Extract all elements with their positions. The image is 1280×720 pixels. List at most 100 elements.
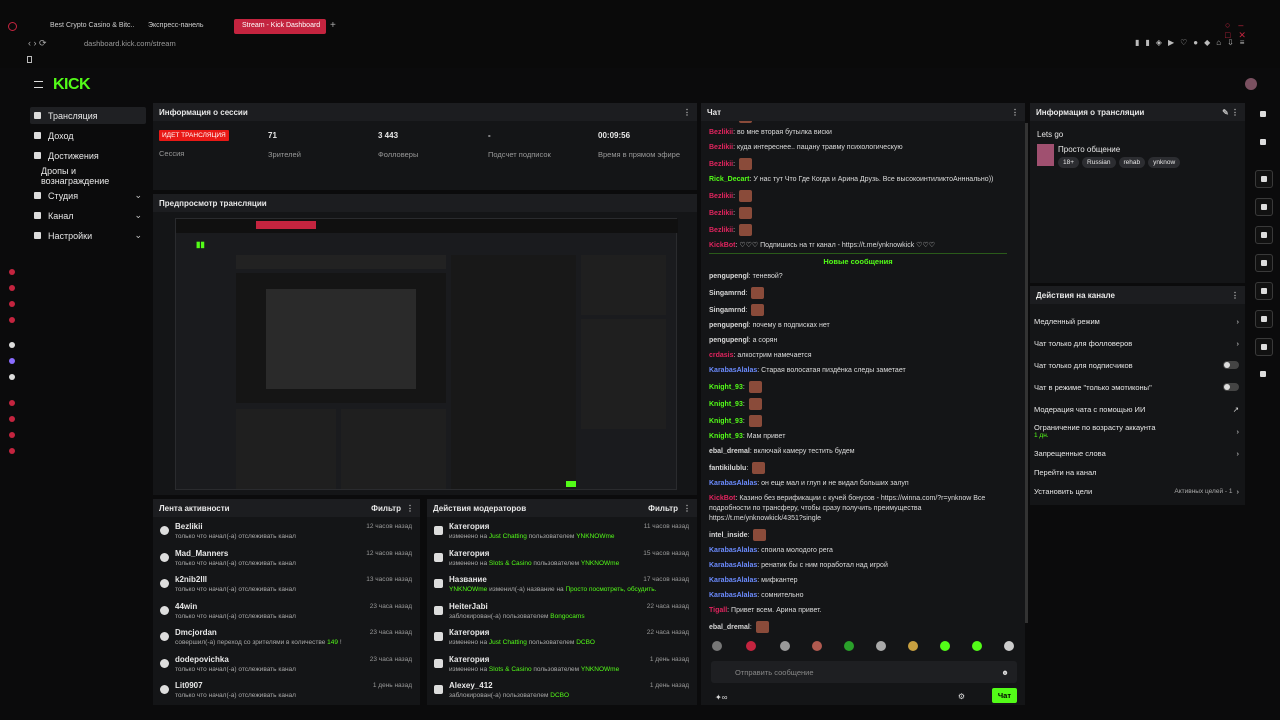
channel-action[interactable]: Медленный режим › — [1034, 311, 1239, 331]
channel-action[interactable]: Запрещенные слова › — [1034, 443, 1239, 463]
window-controls[interactable]: ○–□✕ — [1225, 20, 1254, 40]
chat-user[interactable]: pengupengl — [709, 272, 749, 280]
chat-user[interactable]: KarabasAlalas — [709, 561, 758, 569]
chat-user[interactable]: Bezlikii — [709, 128, 734, 136]
chat-tools[interactable]: ✦∞ — [715, 693, 728, 702]
chat-user[interactable]: KarabasAlalas — [709, 366, 758, 374]
channel-action[interactable]: Перейти на канал — [1034, 462, 1239, 482]
rail-button[interactable] — [1255, 226, 1273, 244]
chat-user[interactable]: Knight_93 — [709, 432, 743, 440]
chat-user[interactable]: KickBot — [709, 241, 736, 249]
chevron[interactable]: › — [1236, 316, 1240, 326]
avatar[interactable] — [1245, 78, 1257, 90]
chat-user[interactable]: Knight_93 — [709, 417, 743, 425]
chat-user[interactable]: KarabasAlalas — [709, 546, 758, 554]
highlight: YNKNOWme — [580, 559, 620, 567]
channel-action[interactable]: Установить цели Активных целей - 1 › — [1034, 481, 1239, 501]
chat-user[interactable]: ebal_dremal — [709, 447, 750, 455]
toggle[interactable] — [1223, 361, 1239, 369]
emoji-button[interactable]: ☻ — [1001, 667, 1009, 677]
chat-user[interactable]: Bezlikii — [709, 226, 734, 234]
browser-tab[interactable]: Stream - Kick Dashboard — [234, 19, 326, 34]
activity-user[interactable]: Lit0907 — [175, 681, 203, 690]
activity-user[interactable]: Dmcjordan — [175, 628, 217, 637]
kick-logo[interactable]: KICK — [53, 76, 91, 93]
menu-dots[interactable]: ⋮ — [683, 503, 691, 513]
nav-item[interactable]: Студия ⌄ — [30, 187, 146, 204]
channel-action[interactable]: Чат только для подписчиков — [1034, 355, 1239, 375]
chat-user[interactable]: Singamrnd — [709, 289, 746, 297]
chat-settings[interactable]: ⚙ — [957, 692, 965, 701]
channel-action[interactable]: Чат только для фолловеров › — [1034, 333, 1239, 353]
activity-user[interactable]: Bezlikii — [175, 522, 203, 531]
filter-button[interactable]: Фильтр — [371, 503, 401, 513]
chevron[interactable]: › — [1236, 426, 1240, 436]
menu-dots[interactable]: ⋮ — [683, 107, 691, 117]
rail-button[interactable] — [1255, 310, 1273, 328]
chat-user[interactable]: Bezlikii — [709, 192, 734, 200]
chat-user[interactable]: ebal_dremal — [709, 623, 750, 631]
activity-user[interactable]: dodepovichka — [175, 654, 229, 664]
rail-button[interactable] — [1255, 134, 1273, 152]
chevron[interactable]: › — [1236, 338, 1240, 348]
chat-user[interactable]: Bezlikii — [709, 143, 734, 151]
address-bar[interactable]: dashboard.kick.com/stream — [84, 39, 176, 48]
chat-message: KickBot: Казино без верификации с кучей … — [709, 491, 1007, 526]
channel-action[interactable]: Модерация чата с помощью ИИ ↗ — [1034, 399, 1239, 419]
menu-button[interactable] — [34, 81, 43, 88]
toggle[interactable] — [1223, 383, 1239, 391]
chevron[interactable]: › — [1236, 448, 1240, 458]
new-tab[interactable]: + — [330, 20, 336, 31]
menu-dots[interactable]: ⋮ — [1011, 107, 1019, 117]
menu-dots[interactable]: ⋮ — [1231, 290, 1239, 300]
browser-tab[interactable]: Best Crypto Casino & Bitc... — [50, 22, 134, 29]
nav-item[interactable]: Настройки ⌄ — [30, 227, 146, 244]
browser-tab[interactable]: Экспресс-панель — [148, 22, 204, 29]
activity-user[interactable]: k2nib2lll — [175, 575, 208, 584]
activity-item: 44win только что начал(-а) отслеживать ка… — [153, 599, 420, 626]
nav-label: Студия — [48, 190, 79, 201]
chat-user[interactable]: KarabasAlalas — [709, 576, 758, 584]
colon: : — [757, 366, 762, 374]
chat-user[interactable]: intel_inside — [709, 531, 748, 539]
nav-item[interactable]: Канал ⌄ — [30, 207, 146, 224]
nav-item[interactable]: Достижения — [30, 147, 146, 164]
chat-user[interactable]: pengupengl — [709, 336, 749, 344]
menu-dots[interactable]: ⋮ — [406, 503, 414, 513]
chat-scrollbar[interactable] — [1025, 123, 1028, 623]
rail-button[interactable] — [1255, 198, 1273, 216]
rail-button[interactable] — [1255, 170, 1273, 188]
channel-action[interactable]: Чат в режиме "только эмотиконы" — [1034, 377, 1239, 397]
chat-user[interactable]: crdasis — [709, 351, 734, 359]
edit-buttons[interactable]: ✎ ⋮ — [1222, 107, 1239, 117]
channel-action[interactable]: Ограничение по возрасту аккаунта 1 дн. › — [1034, 421, 1239, 441]
chat-user[interactable]: KickBot — [709, 494, 736, 502]
send-button[interactable]: Чат — [991, 688, 1017, 703]
chat-user[interactable]: Bezlikii — [709, 209, 734, 217]
chat-user[interactable]: KarabasAlalas — [709, 479, 758, 487]
nav-item[interactable]: Трансляция — [30, 107, 146, 124]
chat-user[interactable]: Tigall — [709, 606, 728, 614]
rail-button[interactable] — [1255, 282, 1273, 300]
chat-user[interactable]: fantikilublu — [709, 464, 747, 472]
chat-user[interactable]: pengupengl — [709, 321, 749, 329]
external-link[interactable]: ↗ — [1232, 404, 1239, 414]
nav-buttons[interactable]: ‹ › ⟳ — [28, 38, 47, 48]
chat-user[interactable]: Knight_93 — [709, 400, 743, 408]
activity-user[interactable]: 44win — [175, 601, 198, 611]
nav-item[interactable]: Дропы и вознаграждение — [30, 166, 146, 186]
rail-button[interactable] — [1255, 366, 1273, 384]
nav-item[interactable]: Доход — [30, 127, 146, 144]
rail-button[interactable] — [1255, 338, 1273, 356]
chat-user[interactable]: Rick_Decart — [709, 175, 750, 183]
chat-user[interactable]: Bezlikii — [709, 160, 734, 168]
chat-user[interactable]: KarabasAlalas — [709, 591, 758, 599]
rail-button[interactable] — [1255, 254, 1273, 272]
rail-button[interactable] — [1255, 106, 1273, 124]
chat-user[interactable]: Knight_93 — [709, 383, 743, 391]
activity-user[interactable]: Mad_Manners — [175, 548, 229, 558]
chevron[interactable]: › — [1236, 486, 1240, 496]
filter-button[interactable]: Фильтр — [648, 503, 678, 513]
chat-user[interactable]: Singamrnd — [709, 306, 746, 314]
chat-input[interactable]: Отправить сообщение ☻ — [711, 661, 1017, 683]
